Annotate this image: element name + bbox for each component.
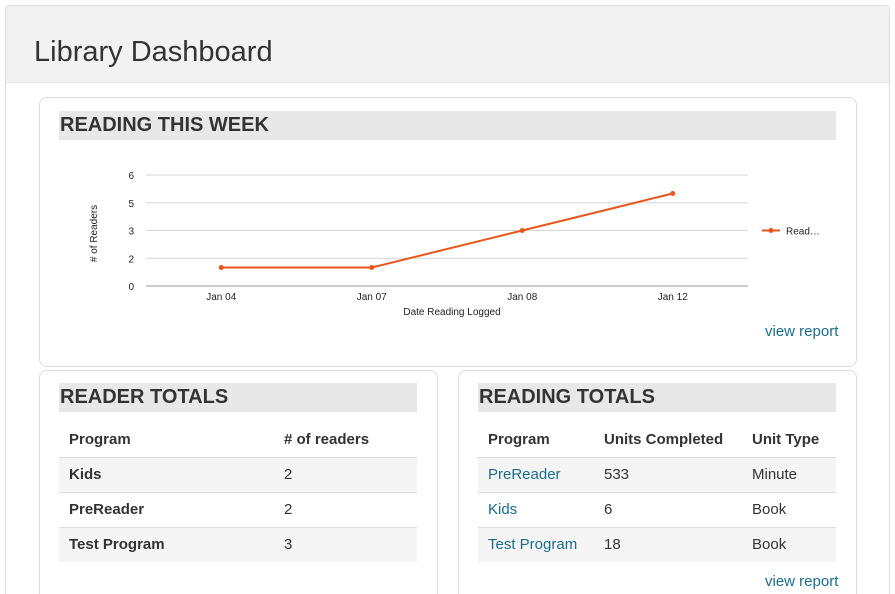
- series-line: [221, 192, 673, 269]
- units-completed-cell: 533: [594, 456, 742, 492]
- x-axis-label: Date Reading Logged: [403, 307, 500, 318]
- y-tick-label: 5: [128, 199, 134, 210]
- reader-totals-title: READER TOTALS: [59, 383, 417, 412]
- reading-totals-panel: READING TOTALS Program Units Completed U…: [458, 370, 857, 594]
- reading-this-week-panel: READING THIS WEEK 0 2 3 5 6 Jan 04 Jan 07 Jan 0…: [39, 97, 857, 367]
- reading-this-week-title: READING THIS WEEK: [59, 111, 836, 140]
- unit-type-cell: Minute: [742, 456, 836, 492]
- column-header-program: Program: [488, 430, 550, 448]
- data-point: [670, 191, 676, 196]
- view-report-link-reading[interactable]: view report: [765, 573, 839, 590]
- reader-totals-table: Program # of readers Kids 2 PreReader 2 …: [59, 422, 417, 562]
- table-row: PreReader 2: [59, 491, 417, 527]
- table-row: Test Program 3: [59, 526, 417, 562]
- data-point: [369, 265, 375, 270]
- program-cell: PreReader: [59, 491, 274, 527]
- reading-totals-title: READING TOTALS: [478, 383, 836, 412]
- program-cell: Test Program: [59, 526, 274, 562]
- y-axis-label: # of Readers: [89, 205, 100, 262]
- table-row: Kids 2: [59, 456, 417, 492]
- column-header-readers: # of readers: [284, 430, 370, 448]
- column-header-unit-type: Unit Type: [752, 430, 820, 448]
- legend-label: Read…: [786, 227, 820, 238]
- data-point: [519, 228, 525, 233]
- table-row: Test Program 18 Book: [478, 526, 836, 562]
- table-row: Kids 6 Book: [478, 491, 836, 527]
- readers-cell: 3: [274, 526, 417, 562]
- reader-totals-panel: READER TOTALS Program # of readers Kids …: [39, 370, 438, 594]
- x-tick-label: Jan 07: [357, 292, 387, 303]
- readers-cell: 2: [274, 491, 417, 527]
- column-header-program: Program: [69, 430, 131, 448]
- unit-type-cell: Book: [742, 491, 836, 527]
- program-cell: Kids: [59, 456, 274, 492]
- legend-marker: [768, 228, 774, 233]
- units-completed-cell: 18: [594, 526, 742, 562]
- page-title: Library Dashboard: [34, 36, 273, 68]
- table-header-row: Program Units Completed Unit Type: [478, 422, 836, 457]
- unit-type-cell: Book: [742, 526, 836, 562]
- reading-totals-table: Program Units Completed Unit Type PreRea…: [478, 422, 836, 562]
- page-header: Library Dashboard: [6, 6, 889, 83]
- x-tick-label: Jan 12: [658, 292, 688, 303]
- table-row: PreReader 533 Minute: [478, 456, 836, 492]
- column-header-units-completed: Units Completed: [604, 430, 724, 448]
- table-header-row: Program # of readers: [59, 422, 417, 457]
- program-link[interactable]: Kids: [478, 491, 594, 527]
- x-tick-label: Jan 08: [507, 292, 537, 303]
- y-tick-label: 3: [128, 227, 134, 238]
- units-completed-cell: 6: [594, 491, 742, 527]
- view-report-link-week[interactable]: view report: [765, 323, 839, 340]
- y-tick-label: 2: [128, 254, 134, 265]
- y-tick-label: 0: [128, 282, 134, 293]
- program-link[interactable]: PreReader: [478, 456, 594, 492]
- x-tick-label: Jan 04: [206, 292, 236, 303]
- program-link[interactable]: Test Program: [478, 526, 594, 562]
- reading-line-chart: 0 2 3 5 6 Jan 04 Jan 07 Jan 08 Jan 12 Date Readin…: [89, 171, 820, 318]
- readers-cell: 2: [274, 456, 417, 492]
- y-tick-label: 6: [128, 171, 134, 182]
- data-point: [218, 265, 224, 270]
